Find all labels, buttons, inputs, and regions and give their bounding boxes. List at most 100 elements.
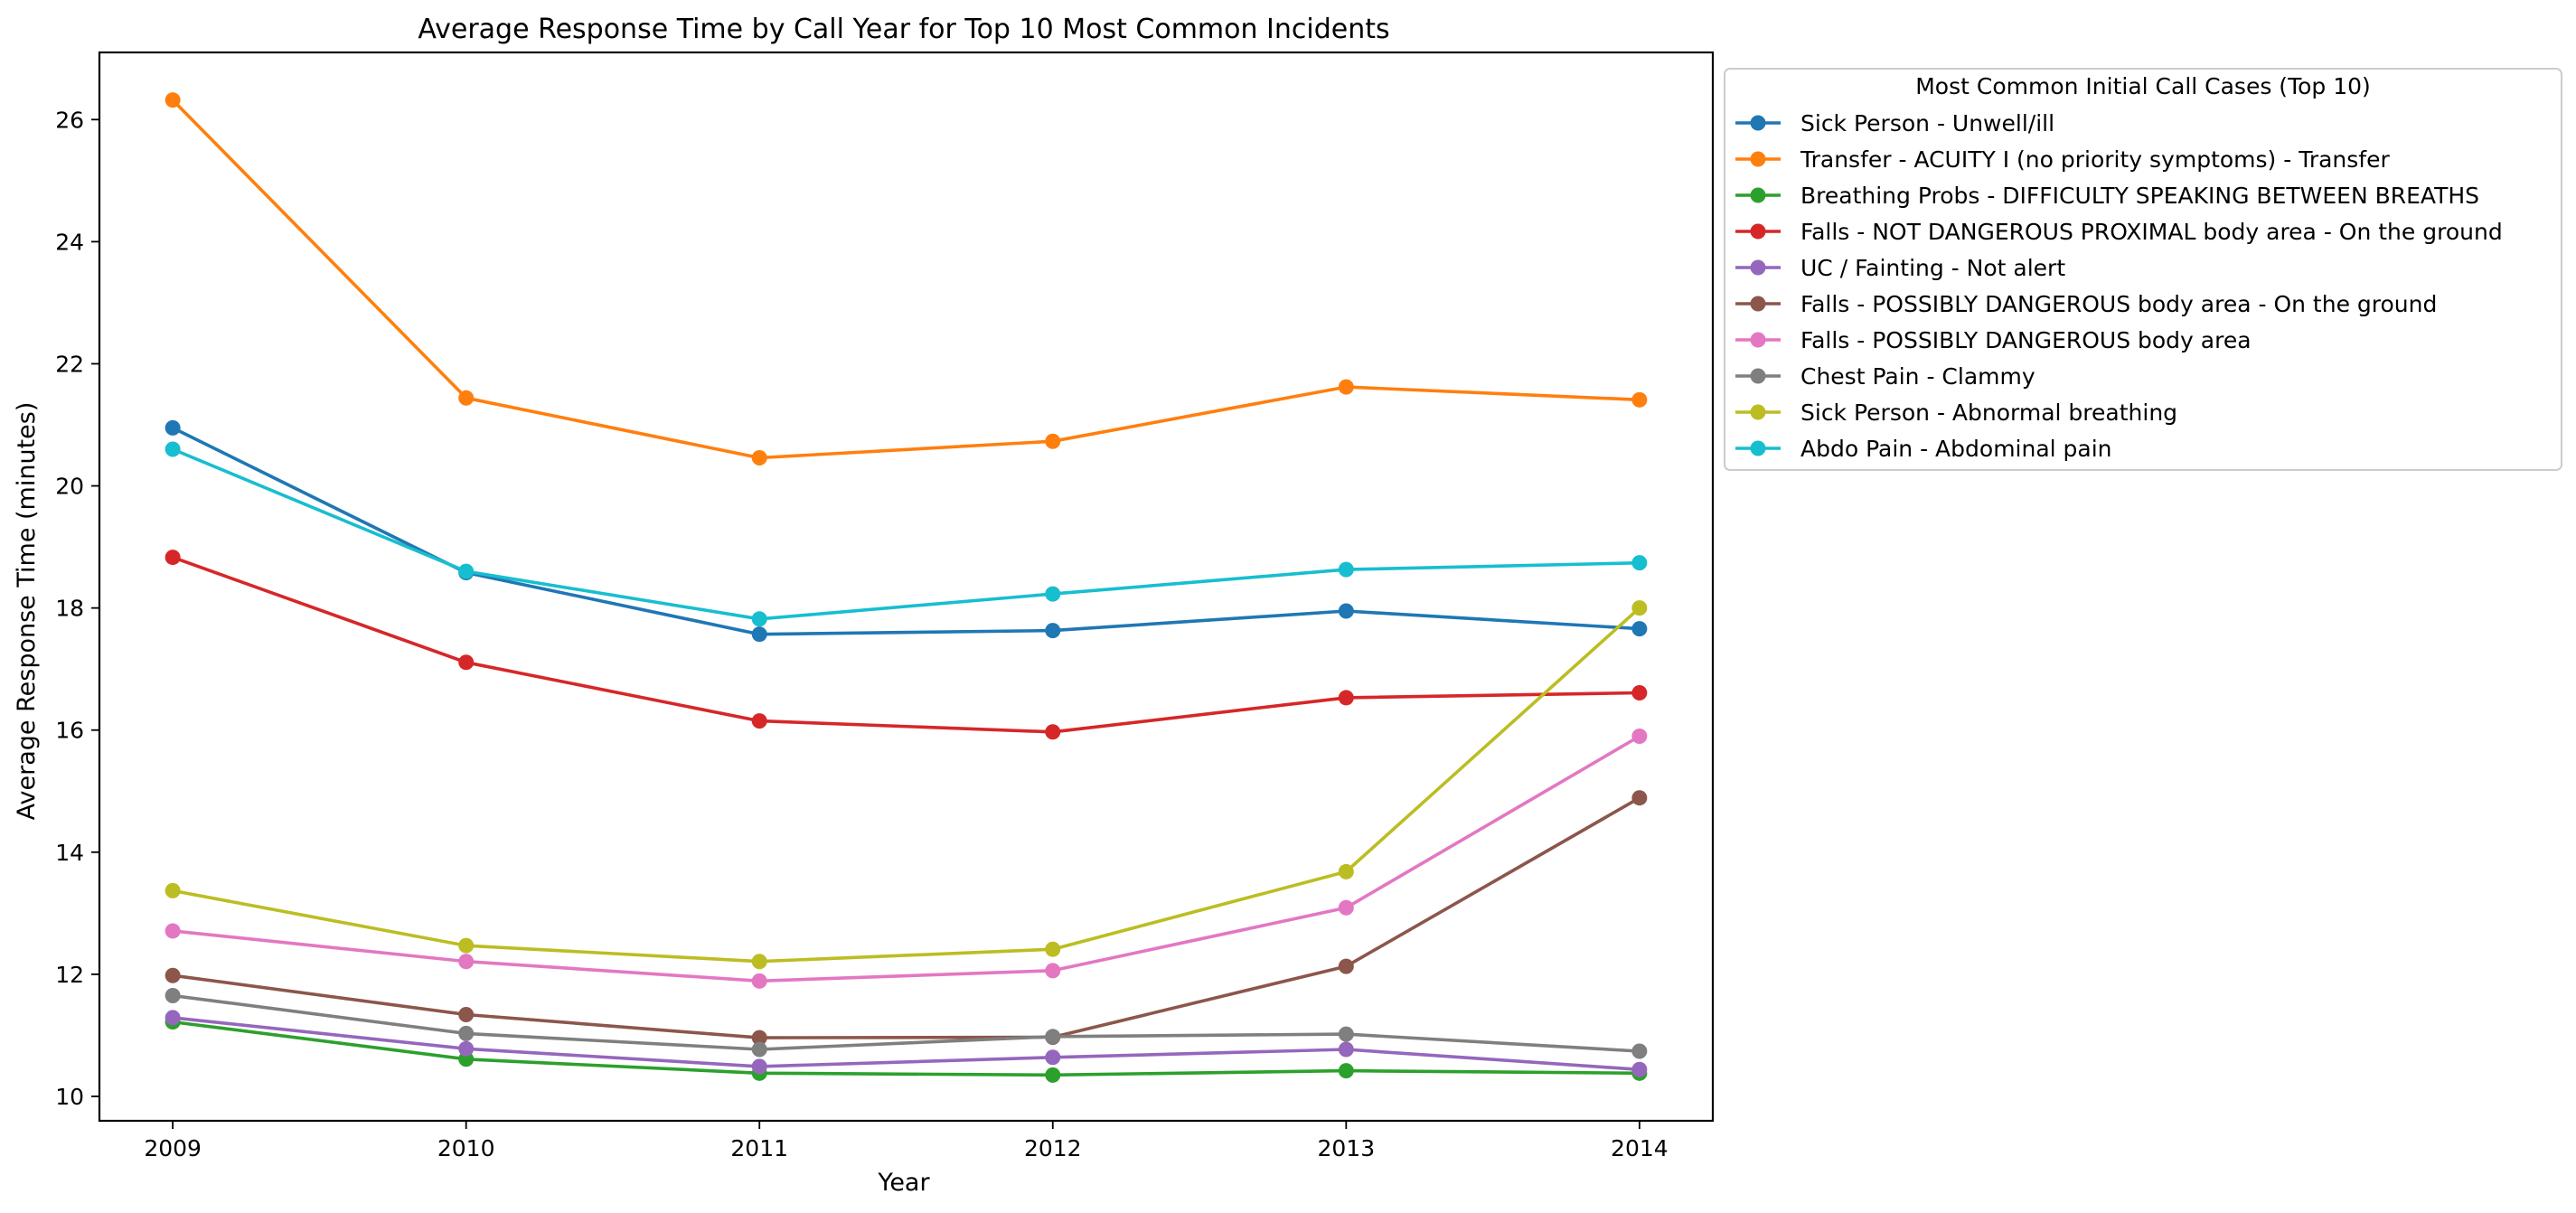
legend-swatch-marker-6 — [1750, 296, 1766, 312]
legend-label-3: Breathing Probs - DIFFICULTY SPEAKING BE… — [1800, 183, 2479, 209]
legend-swatch-marker-5 — [1750, 259, 1766, 276]
series-line-10 — [171, 447, 1641, 621]
data-point-8-2011 — [751, 1041, 767, 1058]
data-point-6-2011 — [751, 1030, 767, 1046]
data-point-8-2014 — [1631, 1043, 1648, 1059]
data-point-9-2009 — [165, 882, 181, 898]
series-line-6 — [171, 795, 1641, 1039]
y-tick-label-14: 14 — [55, 840, 84, 866]
series-5 — [165, 1010, 1648, 1077]
data-point-8-2010 — [458, 1025, 475, 1041]
data-point-10-2009 — [165, 441, 181, 457]
x-tick-label-2014: 2014 — [1611, 1135, 1669, 1161]
data-point-2-2012 — [1045, 433, 1061, 449]
data-point-6-2014 — [1631, 790, 1648, 806]
series-8 — [165, 988, 1648, 1059]
series-10 — [165, 441, 1648, 627]
legend-item-8: Chest Pain - Clammy — [1735, 363, 2035, 390]
data-point-2-2009 — [165, 92, 181, 108]
data-point-5-2011 — [751, 1058, 767, 1075]
legend-swatch-marker-4 — [1750, 223, 1766, 240]
legend-label-8: Chest Pain - Clammy — [1800, 363, 2035, 390]
data-point-7-2010 — [458, 954, 475, 970]
legend-swatch-marker-10 — [1750, 440, 1766, 456]
plot-area-frame — [98, 51, 1715, 1123]
legend-item-6: Falls - POSSIBLY DANGEROUS body area - O… — [1735, 291, 2437, 317]
data-point-1-2012 — [1045, 623, 1061, 639]
series-9 — [165, 600, 1648, 970]
legend-box — [1724, 68, 2562, 471]
data-point-10-2012 — [1045, 586, 1061, 602]
data-point-1-2009 — [165, 419, 181, 436]
data-point-7-2011 — [751, 973, 767, 989]
y-tick-label-10: 10 — [55, 1084, 84, 1110]
y-axis-label: Average Response Time (minutes) — [13, 402, 41, 821]
data-point-1-2011 — [751, 626, 767, 643]
data-point-7-2013 — [1338, 899, 1354, 916]
data-point-2-2013 — [1338, 379, 1354, 395]
data-point-9-2012 — [1045, 941, 1061, 957]
data-point-5-2013 — [1338, 1041, 1354, 1058]
data-point-5-2014 — [1631, 1061, 1648, 1077]
data-point-7-2014 — [1631, 728, 1648, 744]
legend-swatch-marker-2 — [1750, 151, 1766, 167]
data-point-4-2012 — [1045, 724, 1061, 740]
legend-swatch-marker-7 — [1750, 332, 1766, 348]
data-point-8-2012 — [1045, 1029, 1061, 1045]
series-line-5 — [171, 1016, 1641, 1072]
series-4 — [165, 550, 1648, 740]
series-line-8 — [171, 993, 1641, 1053]
series-line-9 — [171, 606, 1641, 964]
x-axis-label: Year — [877, 1169, 930, 1197]
series-line-3 — [171, 1020, 1641, 1077]
legend-label-4: Falls - NOT DANGEROUS PROXIMAL body area… — [1800, 219, 2503, 245]
data-point-4-2011 — [751, 713, 767, 729]
series-line-7 — [171, 734, 1641, 983]
legend-item-4: Falls - NOT DANGEROUS PROXIMAL body area… — [1735, 219, 2503, 245]
data-point-5-2012 — [1045, 1049, 1061, 1066]
y-tick-label-12: 12 — [55, 962, 84, 988]
data-point-10-2010 — [458, 563, 475, 579]
legend-label-5: UC / Fainting - Not alert — [1800, 255, 2065, 281]
legend-label-1: Sick Person - Unwell/ill — [1800, 110, 2054, 136]
legend-label-10: Abdo Pain - Abdominal pain — [1800, 436, 2112, 462]
series-7 — [165, 728, 1648, 989]
series-line-2 — [171, 98, 1641, 460]
legend-item-9: Sick Person - Abnormal breathing — [1735, 400, 2177, 426]
x-tick-label-2013: 2013 — [1318, 1135, 1376, 1161]
legend-label-7: Falls - POSSIBLY DANGEROUS body area — [1800, 327, 2252, 353]
data-point-5-2010 — [458, 1040, 475, 1057]
data-point-2-2014 — [1631, 391, 1648, 408]
y-tick-label-26: 26 — [55, 107, 84, 133]
data-point-1-2013 — [1338, 603, 1354, 619]
legend-label-6: Falls - POSSIBLY DANGEROUS body area - O… — [1800, 291, 2437, 317]
series-line-1 — [171, 426, 1641, 636]
x-tick-label-2011: 2011 — [730, 1135, 788, 1161]
legend-item-7: Falls - POSSIBLY DANGEROUS body area — [1735, 327, 2252, 353]
data-point-9-2013 — [1338, 863, 1354, 879]
series-1 — [165, 419, 1648, 643]
data-point-9-2010 — [458, 937, 475, 954]
legend-label-2: Transfer - ACUITY I (no priority symptom… — [1800, 146, 2390, 173]
data-point-4-2013 — [1338, 690, 1354, 706]
legend-item-1: Sick Person - Unwell/ill — [1735, 110, 2054, 136]
x-tick-label-2012: 2012 — [1024, 1135, 1082, 1161]
data-point-1-2014 — [1631, 621, 1648, 637]
data-point-4-2009 — [165, 550, 181, 566]
legend-swatch-marker-9 — [1750, 404, 1766, 420]
legend-swatch-marker-3 — [1750, 187, 1766, 203]
legend-label-9: Sick Person - Abnormal breathing — [1800, 400, 2177, 426]
legend-item-10: Abdo Pain - Abdominal pain — [1735, 436, 2112, 462]
data-point-10-2013 — [1338, 561, 1354, 578]
y-tick-label-24: 24 — [55, 229, 84, 255]
data-point-10-2011 — [751, 611, 767, 627]
legend: Most Common Initial Call Cases (Top 10) … — [1724, 68, 2562, 471]
data-point-6-2013 — [1338, 958, 1354, 974]
data-point-6-2009 — [165, 967, 181, 983]
data-point-10-2014 — [1631, 555, 1648, 571]
data-point-2-2011 — [751, 449, 767, 465]
legend-swatch-marker-8 — [1750, 368, 1766, 384]
data-point-9-2014 — [1631, 600, 1648, 616]
data-point-6-2010 — [458, 1006, 475, 1022]
